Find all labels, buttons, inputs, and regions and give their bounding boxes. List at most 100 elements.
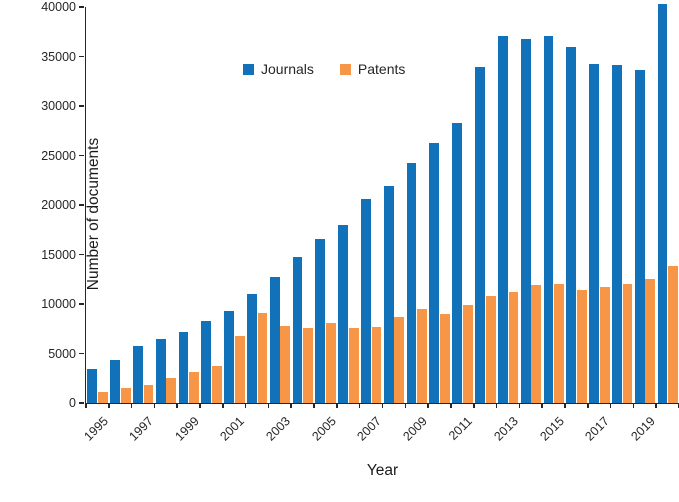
x-axis-tick [244,403,247,408]
bar-patents-2016 [576,290,587,403]
bar-patents-2002 [257,312,268,403]
y-axis-tick [79,6,85,8]
legend-swatch-patents [339,63,351,75]
x-axis-tick [153,403,156,408]
x-tick-label: 1995 [80,414,111,444]
x-axis-tick [518,403,521,408]
x-axis-tick [290,403,293,408]
bar-patents-2011 [462,305,473,403]
x-tick-label: 2015 [537,414,567,444]
y-tick-label: 0 [69,396,76,410]
x-axis-tick [381,403,384,408]
x-axis-tick [609,403,612,408]
x-axis-tick [632,403,635,408]
bar-journals-2005 [315,238,326,403]
x-axis-tick [404,403,407,408]
bar-journals-2010 [429,142,440,403]
legend-item-journals: Journals [243,61,314,77]
x-tick-label: 1999 [172,414,202,444]
bar-patents-1998 [166,377,177,403]
x-axis-tick [655,403,657,408]
bar-chart: Number of documents Year Journals Patents… [41,0,679,479]
x-axis-title: Year [366,462,399,479]
bar-journals-2008 [383,186,394,403]
y-axis-tick [79,204,85,206]
x-axis-tick [85,403,87,408]
x-axis-tick [472,403,475,408]
bar-journals-2013 [497,35,508,403]
bar-patents-1996 [120,387,131,403]
bar-patents-2004 [303,328,314,403]
bar-patents-1999 [189,371,199,403]
bar-patents-2001 [234,335,245,403]
bar-patents-2003 [280,325,291,403]
y-axis-tick [79,105,85,107]
bar-journals-2002 [247,294,257,403]
bar-journals-1999 [178,331,189,403]
plot-area: Number of documents Year Journals Patents… [41,0,679,479]
x-tick-label: 2007 [354,414,385,444]
bar-patents-2019 [645,278,656,403]
bar-journals-2000 [201,320,212,403]
x-tick-label: 2005 [308,414,339,444]
bar-patents-2018 [622,284,633,403]
bar-patents-2017 [599,286,610,403]
x-tick-label: 2019 [628,414,658,444]
bar-journals-2009 [406,163,417,403]
bar-journals-2007 [361,199,371,403]
x-axis-tick [222,403,224,408]
x-axis-tick [267,403,270,408]
y-tick-label: 30000 [41,99,76,113]
x-tick-label: 2001 [217,414,248,444]
legend-item-patents: Patents [339,61,406,77]
y-axis-tick [79,55,85,58]
y-axis-tick [79,402,85,404]
bar-journals-1997 [132,345,143,403]
y-axis-tick [79,253,85,256]
bar-journals-2018 [611,64,622,403]
bar-journals-1996 [110,359,120,403]
y-tick-label: 5000 [48,346,76,361]
bar-patents-2012 [485,295,496,403]
y-axis-tick [79,303,85,305]
y-tick-label: 35000 [41,49,76,64]
chart-legend: Journals Patents [243,61,405,77]
x-axis-tick [541,403,543,408]
x-tick-label: 2003 [263,414,293,444]
bar-journals-2020 [657,4,668,403]
bar-patents-2006 [348,328,359,403]
y-tick-label: 40000 [41,0,76,14]
legend-label-patents: Patents [357,61,406,77]
bar-journals-2001 [224,310,234,403]
bar-journals-2014 [520,38,531,403]
y-tick-label: 10000 [41,297,76,311]
y-axis-tick [79,352,85,355]
bar-journals-2004 [292,257,303,403]
bar-patents-2007 [371,326,382,403]
x-tick-label: 2011 [446,414,476,443]
bar-journals-2015 [543,36,554,403]
bar-journals-2006 [338,224,349,403]
bar-journals-2017 [589,63,599,403]
legend-swatch-journals [243,63,254,75]
x-axis-tick [336,403,338,408]
y-axis-title: Number of documents [85,137,102,291]
bar-patents-1997 [143,384,154,403]
bar-patents-2009 [417,309,428,403]
bar-patents-1995 [97,391,108,403]
bar-patents-2015 [554,283,564,403]
x-axis-tick [450,403,452,408]
x-axis-tick [199,403,201,408]
x-axis-tick [108,403,110,408]
bar-journals-2003 [269,276,280,403]
x-tick-label: 2013 [491,414,521,444]
x-tick-label: 2009 [400,414,430,444]
bar-journals-2012 [475,66,485,403]
x-axis-tick [495,403,498,408]
y-tick-label: 20000 [41,198,76,212]
x-tick-label: 1997 [126,414,157,444]
bar-journals-1998 [155,338,166,403]
bar-patents-2000 [212,365,222,403]
bar-journals-1995 [87,369,98,403]
y-axis-tick [79,154,85,157]
